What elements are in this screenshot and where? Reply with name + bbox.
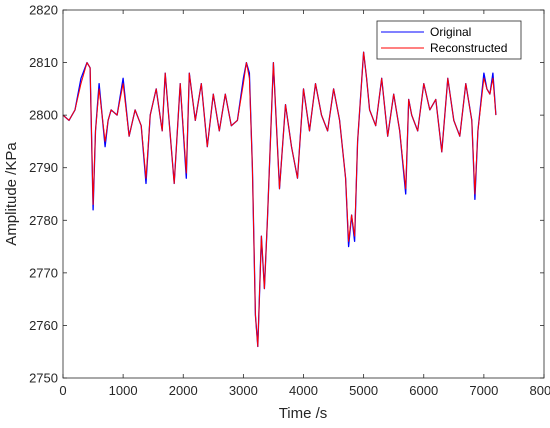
y-tick-label: 2800 <box>29 108 58 123</box>
x-tick-label: 2000 <box>169 383 198 398</box>
legend-label-reconstructed: Reconstructed <box>430 41 507 55</box>
x-tick-label: 5000 <box>349 383 378 398</box>
y-tick-label: 2760 <box>29 318 58 333</box>
legend-label-original: Original <box>430 25 471 39</box>
x-axis-label: Time /s <box>279 405 328 422</box>
x-tick-label: 1000 <box>109 383 138 398</box>
x-tick-label: 0 <box>59 383 66 398</box>
y-tick-label: 2790 <box>29 160 58 175</box>
y-tick-label: 2820 <box>29 3 58 18</box>
legend-box <box>376 20 522 60</box>
x-tick-label: 8000 <box>530 383 550 398</box>
y-tick-label: 2780 <box>29 213 58 228</box>
legend: Original Reconstructed <box>376 20 522 60</box>
x-tick-label: 6000 <box>409 383 438 398</box>
y-tick-label: 2770 <box>29 265 58 280</box>
y-tick-label: 2810 <box>29 55 58 70</box>
x-tick-label: 4000 <box>289 383 318 398</box>
y-axis-label: Amplitude /KPa <box>3 142 20 246</box>
y-tick-label: 2750 <box>29 371 58 386</box>
x-tick-label: 3000 <box>229 383 258 398</box>
series-line-reconstructed <box>62 51 497 347</box>
ticks-layer: 0 1000 2000 3000 4000 5000 6000 7000 8000 2750 276… <box>29 3 550 399</box>
series-layer <box>62 51 497 348</box>
x-tick-label: 7000 <box>469 383 498 398</box>
plot-area <box>63 10 544 378</box>
